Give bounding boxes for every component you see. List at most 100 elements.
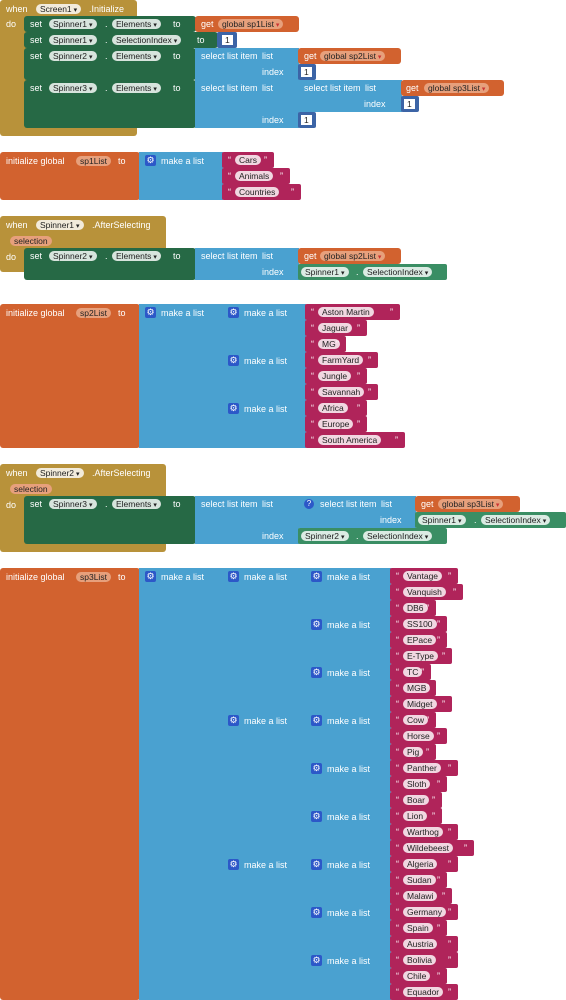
text-string-value[interactable]: Spain xyxy=(403,923,433,933)
global-sp3list-dropdown[interactable]: global sp3List xyxy=(438,499,504,509)
text-string-value[interactable]: Jaguar xyxy=(318,323,352,333)
spinner1-component-dropdown[interactable]: Spinner1 xyxy=(49,35,97,45)
text-string-value[interactable]: Germany xyxy=(403,907,446,917)
global-sp1list-dropdown[interactable]: global sp1List xyxy=(218,19,284,29)
global-sp2list-dropdown[interactable]: global sp2List xyxy=(320,251,386,261)
text-string-value[interactable]: Boar xyxy=(403,795,429,805)
make-a-list-block-outer[interactable] xyxy=(139,568,223,1000)
number-value[interactable]: 1 xyxy=(404,99,415,109)
select-list-item-block[interactable] xyxy=(195,248,299,280)
make-a-list-block[interactable] xyxy=(222,712,306,856)
text-string-value[interactable]: Pig xyxy=(403,747,424,757)
spinner2-component-dropdown[interactable]: Spinner2 xyxy=(49,51,97,61)
text-string-value[interactable]: Animals xyxy=(235,171,274,181)
text-string-value[interactable]: MGB xyxy=(403,683,431,693)
gear-icon[interactable]: ⚙ xyxy=(311,715,322,726)
text-string-value[interactable]: Sloth xyxy=(403,779,431,789)
text-string-value[interactable]: Algeria xyxy=(403,859,438,869)
text-string-value[interactable]: DB6 xyxy=(403,603,428,613)
initialize-global-sp2list-block[interactable] xyxy=(0,304,140,448)
selectionindex-property-dropdown[interactable]: SelectionIndex xyxy=(112,35,182,45)
text-string-value[interactable]: TC xyxy=(403,667,423,677)
text-string-value[interactable]: Countries xyxy=(235,187,280,197)
gear-icon[interactable]: ⚙ xyxy=(145,155,156,166)
spinner1-component-dropdown[interactable]: Spinner1 xyxy=(49,19,97,29)
screen1-component-dropdown[interactable]: Screen1 xyxy=(36,4,82,14)
text-string-value[interactable]: Africa xyxy=(318,403,348,413)
spinner3-component-dropdown[interactable]: Spinner3 xyxy=(49,499,97,509)
text-string-value[interactable]: Cars xyxy=(235,155,261,165)
number-value[interactable]: 1 xyxy=(222,35,233,45)
text-string-value[interactable]: Horse xyxy=(403,731,434,741)
text-string-value[interactable]: Equador xyxy=(403,987,444,997)
selection-parameter[interactable]: selection xyxy=(10,236,52,246)
gear-icon[interactable]: ⚙ xyxy=(228,859,239,870)
select-list-item-block-nested[interactable] xyxy=(298,496,416,528)
text-string-value[interactable]: South America xyxy=(318,435,382,445)
sp3list-name-field[interactable]: sp3List xyxy=(76,572,111,582)
gear-icon[interactable]: ⚙ xyxy=(228,403,239,414)
gear-icon[interactable]: ⚙ xyxy=(311,667,322,678)
gear-icon[interactable]: ⚙ xyxy=(311,859,322,870)
text-string-value[interactable]: Chile xyxy=(403,971,431,981)
text-string-value[interactable]: FarmYard xyxy=(318,355,364,365)
elements-property-dropdown[interactable]: Elements xyxy=(112,83,161,93)
text-string-value[interactable]: Panther xyxy=(403,763,441,773)
number-value[interactable]: 1 xyxy=(301,67,312,77)
initialize-global-sp1list-block[interactable] xyxy=(0,152,140,200)
text-string-value[interactable]: E-Type xyxy=(403,651,438,661)
gear-icon[interactable]: ⚙ xyxy=(311,763,322,774)
select-list-item-block[interactable] xyxy=(195,80,299,128)
text-string-value[interactable]: Midget xyxy=(403,699,437,709)
gear-icon[interactable]: ⚙ xyxy=(145,571,156,582)
elements-property-dropdown[interactable]: Elements xyxy=(112,499,161,509)
text-string-value[interactable]: Jungle xyxy=(318,371,352,381)
text-string-value[interactable]: Sudan xyxy=(403,875,436,885)
spinner1-component-dropdown[interactable]: Spinner1 xyxy=(301,267,349,277)
sp2list-name-field[interactable]: sp2List xyxy=(76,308,111,318)
text-string-value[interactable]: Savannah xyxy=(318,387,365,397)
gear-icon[interactable]: ⚙ xyxy=(311,619,322,630)
make-a-list-block[interactable] xyxy=(222,856,306,1000)
selection-parameter[interactable]: selection xyxy=(10,484,52,494)
elements-property-dropdown[interactable]: Elements xyxy=(112,51,161,61)
elements-property-dropdown[interactable]: Elements xyxy=(112,19,161,29)
text-string-value[interactable]: Lion xyxy=(403,811,428,821)
gear-icon[interactable]: ⚙ xyxy=(311,955,322,966)
text-string-value[interactable]: Malawi xyxy=(403,891,438,901)
spinner1-component-dropdown[interactable]: Spinner1 xyxy=(418,515,466,525)
elements-property-dropdown[interactable]: Elements xyxy=(112,251,161,261)
make-a-list-block[interactable] xyxy=(222,568,306,712)
select-list-item-block[interactable] xyxy=(195,496,299,544)
spinner2-component-dropdown[interactable]: Spinner2 xyxy=(36,468,84,478)
spinner2-component-dropdown[interactable]: Spinner2 xyxy=(49,251,97,261)
text-string-value[interactable]: Warthog xyxy=(403,827,443,837)
spinner2-component-dropdown[interactable]: Spinner2 xyxy=(301,531,349,541)
number-value[interactable]: 1 xyxy=(301,115,312,125)
make-a-list-block-outer[interactable] xyxy=(139,304,223,448)
sp1list-name-field[interactable]: sp1List xyxy=(76,156,111,166)
help-icon[interactable]: ? xyxy=(304,499,314,509)
gear-icon[interactable]: ⚙ xyxy=(311,907,322,918)
text-string-value[interactable]: Vantage xyxy=(403,571,443,581)
select-list-item-block-nested[interactable] xyxy=(298,80,402,112)
gear-icon[interactable]: ⚙ xyxy=(228,307,239,318)
gear-icon[interactable]: ⚙ xyxy=(145,307,156,318)
selectionindex-property-dropdown[interactable]: SelectionIndex xyxy=(363,267,433,277)
initialize-global-sp3list-block[interactable] xyxy=(0,568,140,1000)
gear-icon[interactable]: ⚙ xyxy=(311,811,322,822)
text-string-value[interactable]: Europe xyxy=(318,419,354,429)
gear-icon[interactable]: ⚙ xyxy=(228,355,239,366)
gear-icon[interactable]: ⚙ xyxy=(228,715,239,726)
global-sp3list-dropdown[interactable]: global sp3List xyxy=(424,83,490,93)
text-string-value[interactable]: Aston Martin xyxy=(318,307,374,317)
spinner3-component-dropdown[interactable]: Spinner3 xyxy=(49,83,97,93)
selectionindex-property-dropdown[interactable]: SelectionIndex xyxy=(481,515,551,525)
text-string-value[interactable]: Wildebeest xyxy=(403,843,454,853)
gear-icon[interactable]: ⚙ xyxy=(228,571,239,582)
text-string-value[interactable]: Cow xyxy=(403,715,429,725)
spinner1-component-dropdown[interactable]: Spinner1 xyxy=(36,220,84,230)
select-list-item-block[interactable] xyxy=(195,48,299,80)
gear-icon[interactable]: ⚙ xyxy=(311,571,322,582)
text-string-value[interactable]: Bolivia xyxy=(403,955,437,965)
